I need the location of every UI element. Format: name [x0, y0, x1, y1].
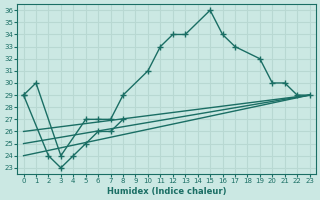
X-axis label: Humidex (Indice chaleur): Humidex (Indice chaleur): [107, 187, 226, 196]
